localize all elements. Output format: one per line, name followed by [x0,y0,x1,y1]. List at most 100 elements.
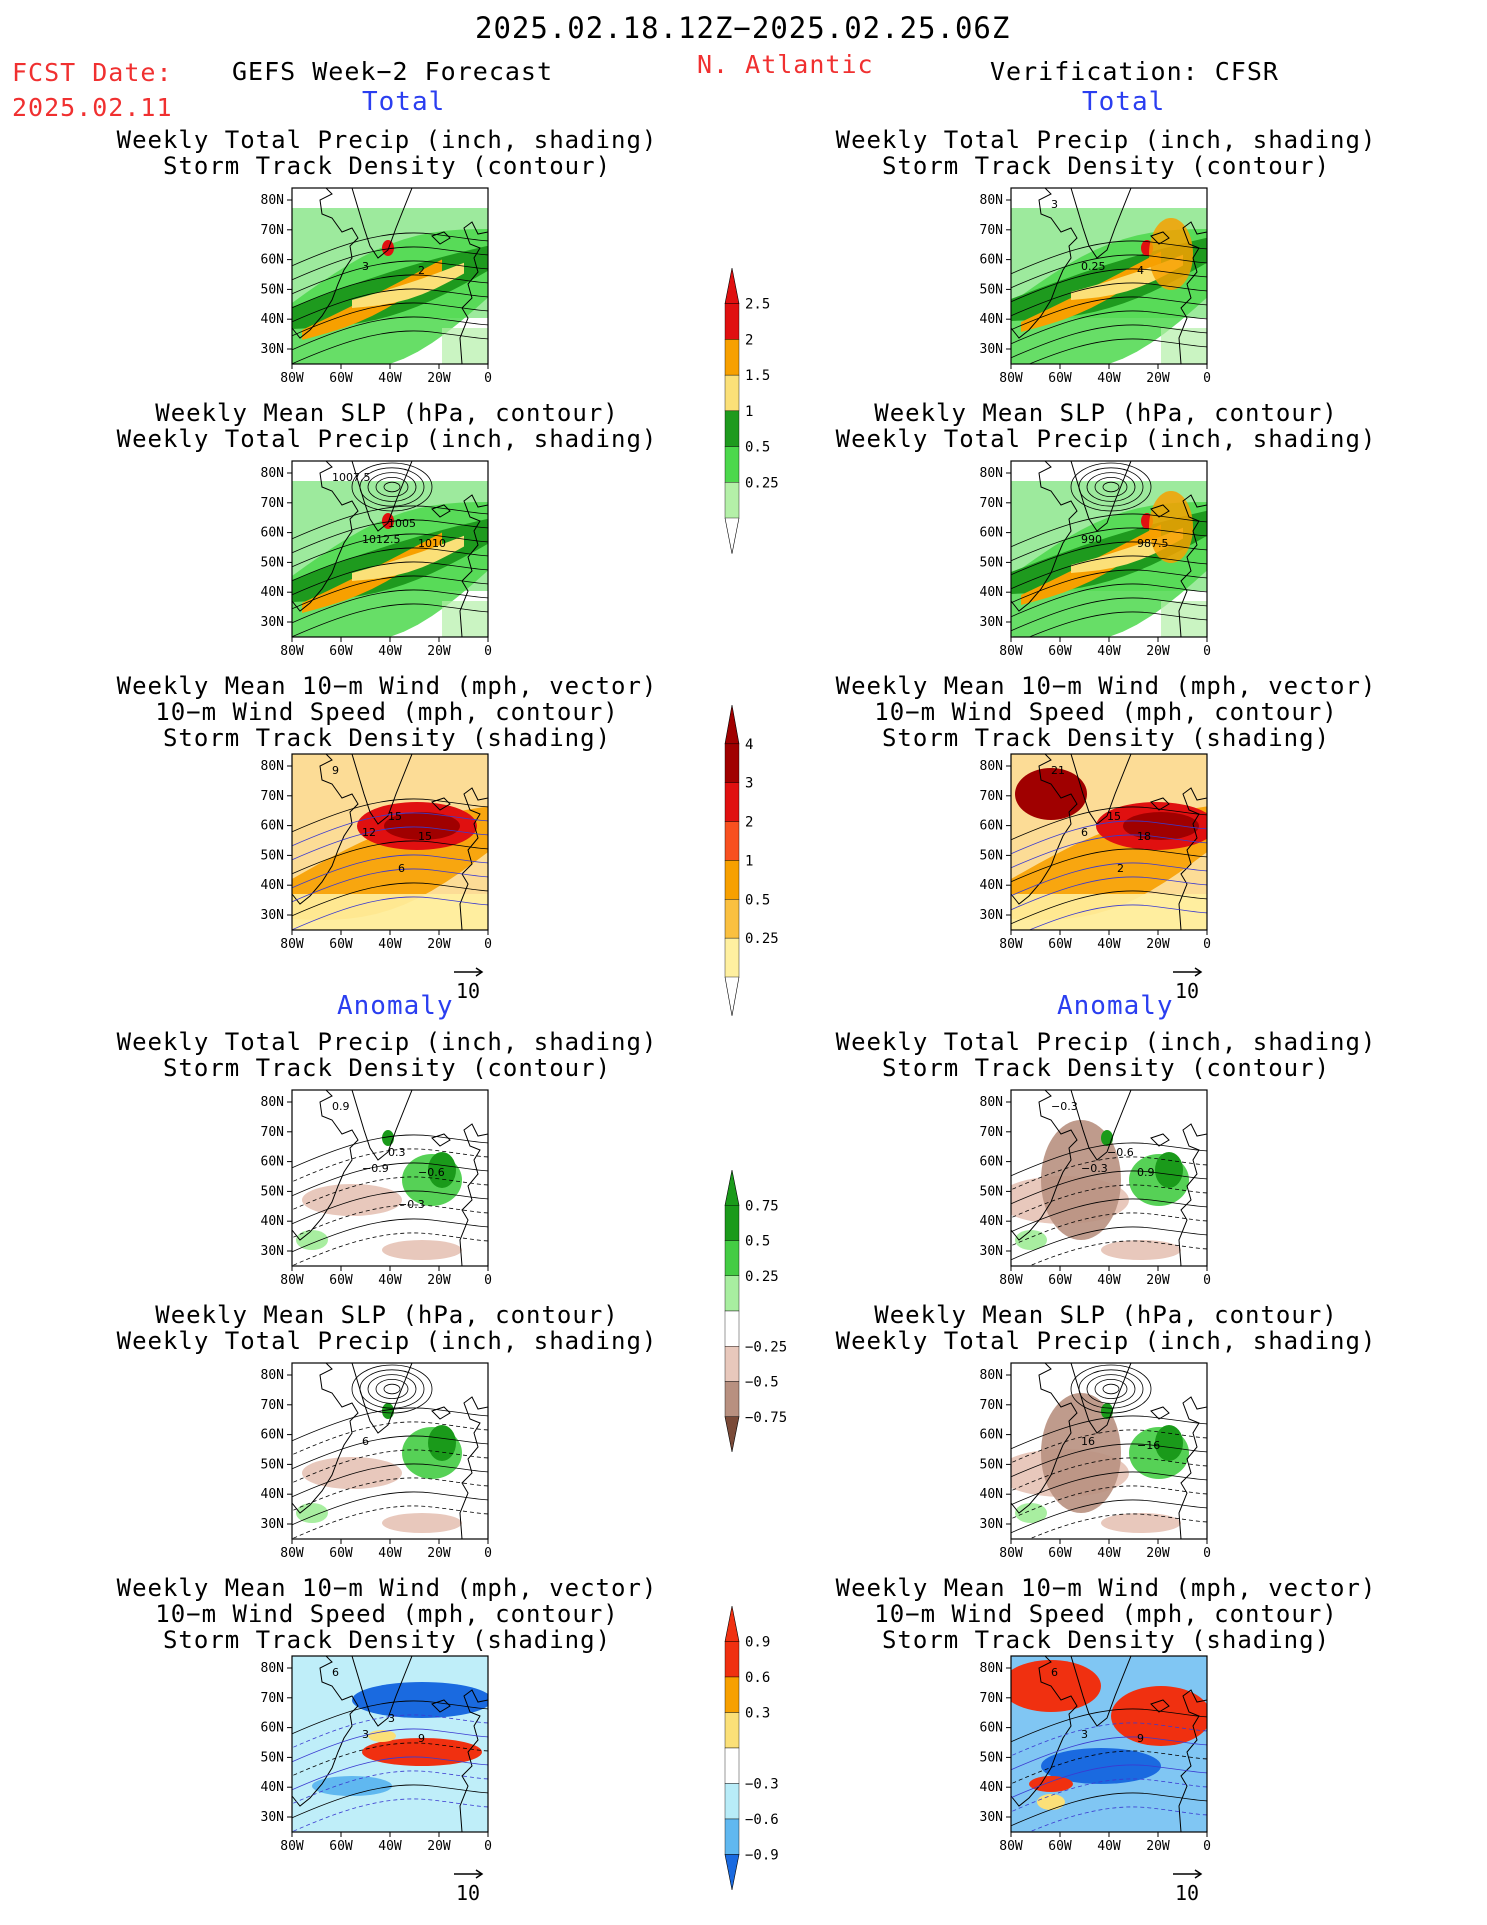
lon-tick-label: 80W [280,644,304,659]
lon-tick-label: 80W [280,371,304,386]
colorbar-tick-label: 0.9 [745,1635,770,1651]
lon-tick-label: 20W [427,937,451,952]
panel-title-fcst-total-wind: Weekly Mean 10−m Wind (mph, vector) 10−m … [116,672,658,752]
contour-label: 990 [1081,533,1102,546]
lat-tick-label: 30N [980,615,1003,630]
lon-tick-label: 0 [484,1839,492,1854]
lon-tick-label: 20W [1146,371,1170,386]
lat-tick-label: 80N [261,1095,284,1110]
lat-tick-label: 80N [980,1661,1003,1676]
contour-label: 18 [1137,830,1151,843]
contour-label: 2 [418,264,425,277]
lat-tick-label: 60N [261,526,284,541]
contour-label: −0.6 [1107,1146,1134,1159]
period-title: 2025.02.18.12Z−2025.02.25.06Z [475,11,1011,45]
region-title: N. Atlantic [697,50,874,79]
lat-tick-label: 70N [261,1125,284,1140]
contour-label: 0.9 [332,1100,350,1113]
lat-tick-label: 70N [261,223,284,238]
lon-tick-label: 80W [999,1839,1023,1854]
colorbar-tick-label: 0.6 [745,1670,770,1686]
contour-label: 9 [418,1732,425,1745]
lon-tick-label: 60W [329,371,353,386]
contour-label: 9 [1137,1732,1144,1745]
lon-tick-label: 80W [280,937,304,952]
colorbar-tick-label: 0.5 [745,1234,770,1250]
colorbar-track-anomaly: 0.9 0.6 0.3 −0.3 −0.6 −0.9 [724,1605,779,1891]
lat-tick-label: 30N [980,908,1003,923]
contour-label: 987.5 [1137,537,1169,550]
contour-label: 0.25 [1081,260,1106,273]
lat-tick-label: 80N [980,1368,1003,1383]
map-fcst-total-precip: 3 2 80N 70N 60N 50N 40N 30N 80W 60W 40W 20W 0 [261,187,492,386]
map-fcst-anom-wind: 3 9 6 3 80N 70N 60N 50N 40N 30N 80W 60W 40W 20W 0 [261,1655,492,1854]
contour-label: −0.3 [1051,1100,1078,1113]
lon-tick-label: 0 [484,937,492,952]
map-fcst-total-slp: 1012.5 1010 1007.5 1005 80N 70N 60N 50N 40N 30N 80… [261,460,492,659]
colorbar-tick-label: 0.25 [745,931,779,947]
lat-tick-label: 80N [261,759,284,774]
contour-label: 1010 [418,537,446,550]
colorbar-tick-label: −0.9 [745,1848,779,1864]
lon-tick-label: 0 [1203,1546,1211,1561]
contour-label: 6 [332,1666,339,1679]
contour-label: 3 [1081,1728,1088,1741]
colorbar-tick-label: 0.5 [745,440,770,456]
colorbar-tick-label: 1 [745,404,753,420]
svg-text:10: 10 [456,979,480,1003]
contour-label: 9 [332,764,339,777]
colorbar-tick-label: −0.5 [745,1375,779,1391]
contour-label: 15 [388,810,402,823]
contour-label: 6 [362,1435,369,1448]
colorbar-tick-label: −0.75 [745,1410,787,1426]
lon-tick-label: 80W [999,1546,1023,1561]
map-obs-anom-wind: 3 9 6 80N 70N 60N 50N 40N 30N 80W 60W 40W 20W 0 [980,1655,1211,1854]
colorbar-tick-label: 0.25 [745,1269,779,1285]
forecast-model-title: GEFS Week−2 Forecast [232,57,554,86]
lat-tick-label: 50N [261,555,284,570]
lat-tick-label: 60N [261,1721,284,1736]
colorbar-tick-label: −0.6 [745,1812,779,1828]
lat-tick-label: 70N [261,789,284,804]
lon-tick-label: 80W [280,1546,304,1561]
section-anomaly-right: Anomaly [1057,991,1174,1021]
lon-tick-label: 20W [427,1273,451,1288]
lon-tick-label: 80W [280,1273,304,1288]
svg-text:10: 10 [1175,1881,1199,1905]
lon-tick-label: 20W [1146,1273,1170,1288]
section-anomaly-left: Anomaly [337,991,454,1021]
lon-tick-label: 60W [1048,1273,1072,1288]
contour-label: 15 [418,830,432,843]
lat-tick-label: 50N [980,1184,1003,1199]
lat-tick-label: 70N [261,1398,284,1413]
contour-label: 6 [1051,1666,1058,1679]
contour-label: 21 [1051,764,1065,777]
lat-tick-label: 60N [980,253,1003,268]
lon-tick-label: 60W [1048,937,1072,952]
lat-tick-label: 40N [980,1487,1003,1502]
lat-tick-label: 30N [980,1244,1003,1259]
lon-tick-label: 20W [1146,937,1170,952]
colorbar-tick-label: 1 [745,853,753,869]
lon-tick-label: 20W [1146,1546,1170,1561]
lat-tick-label: 50N [261,282,284,297]
lat-tick-label: 70N [261,1691,284,1706]
reference-vector-fcst-anom: 10 [452,1868,492,1908]
panel-title-fcst-anom-wind: Weekly Mean 10−m Wind (mph, vector) 10−m … [116,1574,658,1654]
lon-tick-label: 60W [329,1546,353,1561]
lat-tick-label: 60N [261,819,284,834]
contour-label: 6 [1081,826,1088,839]
panel-title-fcst-total-slp: Weekly Mean SLP (hPa, contour) Weekly Tot… [116,399,658,453]
lat-tick-label: 70N [980,496,1003,511]
map-obs-anom-precip: −0.3 0.9 −0.3 −0.6 80N 70N 60N 50N 40N 30N 80W 60W 4… [980,1089,1211,1288]
lon-tick-label: 80W [999,371,1023,386]
lon-tick-label: 40W [1097,937,1121,952]
contour-label: 1005 [388,517,416,530]
lat-tick-label: 80N [980,1095,1003,1110]
panel-title-fcst-anom-slp: Weekly Mean SLP (hPa, contour) Weekly Tot… [116,1301,658,1355]
colorbar-tick-label: 2.5 [745,297,770,313]
lon-tick-label: 20W [1146,1839,1170,1854]
contour-label: 0.3 [388,1146,406,1159]
panel-title-obs-anom-precip: Weekly Total Precip (inch, shading) Storm… [835,1028,1377,1082]
lat-tick-label: 40N [261,1487,284,1502]
